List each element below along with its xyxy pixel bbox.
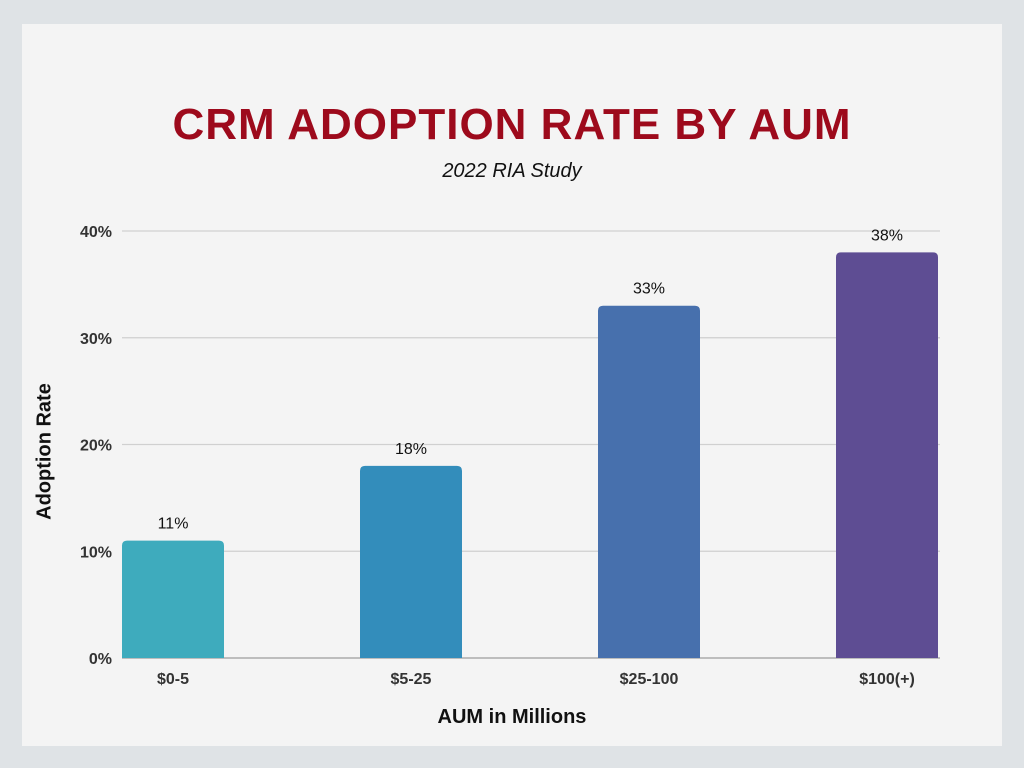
y-axis-label: Adoption Rate	[33, 383, 56, 520]
x-tick-label: $0-5	[157, 671, 189, 688]
x-tick-label: $100(+)	[859, 671, 915, 688]
data-label: 18%	[395, 441, 427, 458]
data-label: 38%	[871, 227, 903, 244]
x-axis-label: AUM in Millions	[437, 706, 587, 728]
y-tick-label: 30%	[80, 331, 112, 348]
chart-subtitle: 2022 RIA Study	[442, 160, 582, 182]
data-label: 11%	[158, 516, 189, 533]
y-tick-label: 40%	[80, 224, 112, 241]
data-label: 33%	[633, 281, 665, 298]
bar	[836, 252, 938, 658]
chart-title: CRM ADOPTION RATE BY AUM	[172, 100, 852, 149]
bar	[598, 305, 700, 658]
bar	[122, 540, 224, 658]
bar	[360, 465, 462, 658]
y-tick-label: 10%	[80, 544, 112, 561]
y-tick-label: 0%	[89, 651, 112, 668]
x-tick-label: $25-100	[620, 671, 679, 688]
y-tick-label: 20%	[80, 438, 112, 455]
x-tick-label: $5-25	[391, 671, 432, 688]
